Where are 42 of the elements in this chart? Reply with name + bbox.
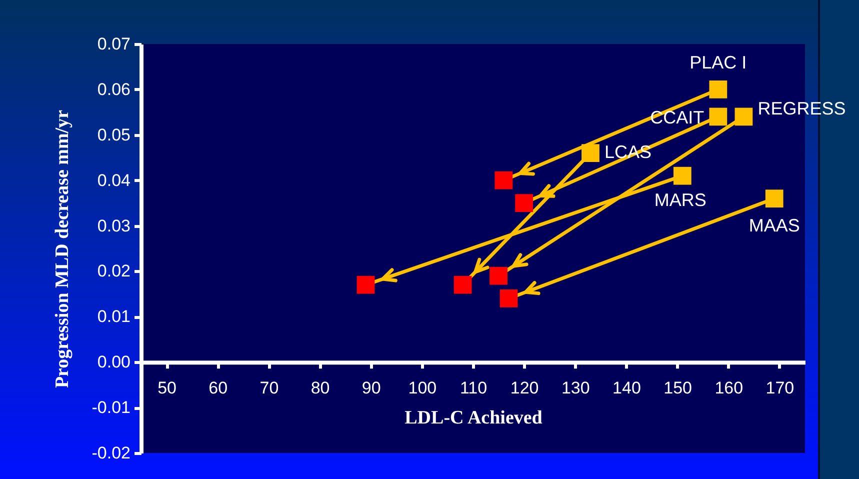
point xyxy=(494,171,513,190)
x-tick-label: 160 xyxy=(714,378,744,398)
y-tick-label: 0.07 xyxy=(97,34,130,54)
x-tick-label: 90 xyxy=(362,378,381,398)
point xyxy=(490,266,508,285)
point xyxy=(765,190,784,208)
point xyxy=(582,144,600,162)
point xyxy=(454,276,472,294)
x-tick-label: 80 xyxy=(310,378,330,398)
point xyxy=(709,80,728,98)
annotation: MAAS xyxy=(748,216,800,236)
point xyxy=(500,290,518,308)
point xyxy=(356,276,375,294)
annotation: MARS xyxy=(654,190,706,210)
y-tick-label: 0.03 xyxy=(97,216,130,236)
annotation: PLAC I xyxy=(690,52,747,72)
y-tick-label: -0.02 xyxy=(92,444,130,462)
y-tick-label: 0.05 xyxy=(97,125,130,144)
y-tick-label: 0.00 xyxy=(97,352,130,372)
x-tick-label: 110 xyxy=(460,378,488,398)
point xyxy=(734,108,753,126)
x-tick-label: 50 xyxy=(158,378,176,398)
y-tick-label: 0.02 xyxy=(97,262,130,281)
x-tick-label: 60 xyxy=(208,378,228,398)
y-tick-label: 0.04 xyxy=(97,170,130,190)
annotation: CCAIT xyxy=(650,108,704,128)
x-tick-label: 140 xyxy=(612,378,641,398)
x-tick-label: 120 xyxy=(510,378,539,398)
x-tick-label: 100 xyxy=(408,378,437,398)
y-tick-label: -0.01 xyxy=(92,398,130,418)
y-axis-title: Progression MLD decrease mm/yr xyxy=(52,109,73,388)
y-tick-label: 0.06 xyxy=(97,80,130,99)
x-tick-label: 170 xyxy=(766,378,794,398)
point xyxy=(515,194,534,212)
point xyxy=(709,108,728,126)
x-axis-title: LDL-C Achieved xyxy=(404,408,543,429)
annotation: REGRESS xyxy=(758,98,846,119)
y-tick-label: 0.01 xyxy=(97,307,130,326)
x-tick-label: 130 xyxy=(561,378,590,398)
point xyxy=(673,166,692,185)
x-tick-label: 70 xyxy=(260,378,279,398)
x-tick-label: 150 xyxy=(664,378,692,398)
